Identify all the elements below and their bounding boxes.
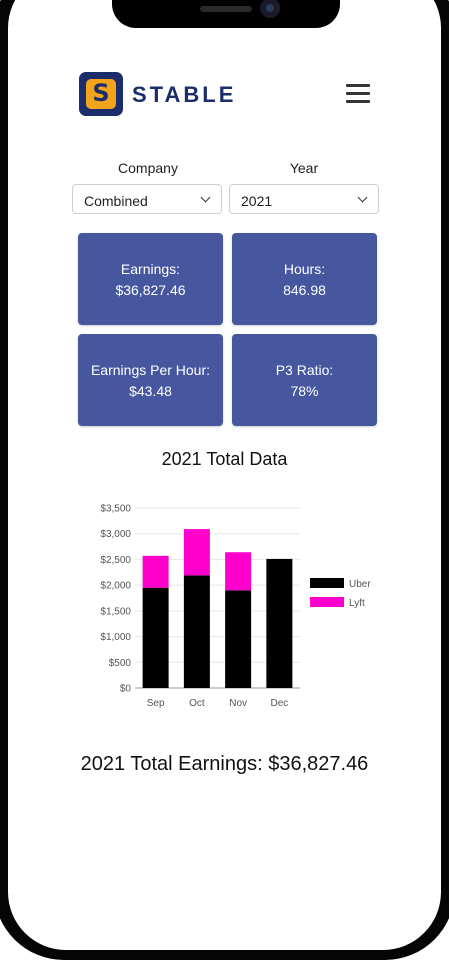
bar-uber-dec — [266, 558, 293, 688]
stat-value: $36,827.46 — [115, 282, 186, 298]
stat-value: 78% — [290, 383, 319, 399]
camera-icon — [260, 0, 280, 18]
stat-value: 846.98 — [283, 282, 326, 298]
bar-uber-nov — [225, 590, 252, 688]
y-tick-label: $2,000 — [100, 581, 131, 592]
bar-uber-sep — [142, 587, 169, 688]
company-label: Company — [118, 160, 178, 176]
brand-name: STABLE — [132, 82, 237, 107]
x-tick-label: Dec — [270, 698, 288, 709]
y-tick-label: $1,500 — [100, 606, 131, 617]
stat-title: P3 Ratio: — [275, 362, 334, 378]
chart-title: 2021 Total Data — [161, 449, 288, 469]
x-tick-label: Nov — [229, 698, 247, 709]
y-tick-label: $2,500 — [100, 555, 131, 566]
bar-uber-oct — [183, 575, 210, 688]
stat-title: Hours: — [283, 261, 326, 277]
hamburger-menu-icon[interactable] — [346, 84, 370, 104]
legend-label: Lyft — [349, 598, 365, 609]
x-tick-label: Oct — [189, 698, 205, 709]
earnings-bar-chart: $0 $500 $1,000 $1,500 $2,000 $2,500 $3,000 $3,5… — [100, 504, 371, 710]
y-tick-label: $1,000 — [100, 632, 131, 643]
logo-icon: S — [86, 79, 116, 109]
stat-card-earnings: Earnings: $36,827.46 — [78, 233, 223, 325]
stat-card-p3-ratio: P3 Ratio: 78% — [232, 334, 377, 426]
legend-swatch-lyft — [310, 597, 344, 607]
phone-screen — [8, 0, 441, 950]
y-tick-label: $3,500 — [100, 504, 131, 515]
legend-swatch-uber — [310, 578, 344, 588]
year-select-value: 2021 — [241, 193, 273, 209]
bar-lyft-oct — [183, 529, 210, 576]
speaker-grille — [200, 6, 252, 12]
legend-label: Uber — [349, 579, 371, 590]
stat-card-earnings-per-hour: Earnings Per Hour: $43.48 — [78, 334, 223, 426]
stat-title: Earnings Per Hour: — [90, 362, 211, 378]
chevron-down-icon — [200, 192, 211, 203]
bar-lyft-sep — [142, 555, 169, 588]
app-logo[interactable]: S — [79, 72, 123, 116]
year-label: Year — [289, 160, 319, 176]
bar-lyft-nov — [225, 552, 252, 591]
chevron-down-icon — [357, 192, 368, 203]
y-tick-label: $3,000 — [100, 529, 131, 540]
company-select[interactable]: Combined — [72, 184, 222, 214]
y-tick-label: $500 — [109, 658, 132, 669]
total-earnings: 2021 Total Earnings: $36,827.46 — [80, 753, 369, 775]
year-select[interactable]: 2021 — [229, 184, 379, 214]
stat-title: Earnings: — [120, 261, 181, 277]
x-tick-label: Sep — [147, 698, 165, 709]
phone-notch — [112, 0, 340, 28]
company-select-value: Combined — [84, 193, 148, 209]
y-tick-label: $0 — [120, 684, 132, 695]
stat-value: $43.48 — [129, 383, 172, 399]
logo-letter: S — [92, 79, 110, 107]
stat-card-hours: Hours: 846.98 — [232, 233, 377, 325]
